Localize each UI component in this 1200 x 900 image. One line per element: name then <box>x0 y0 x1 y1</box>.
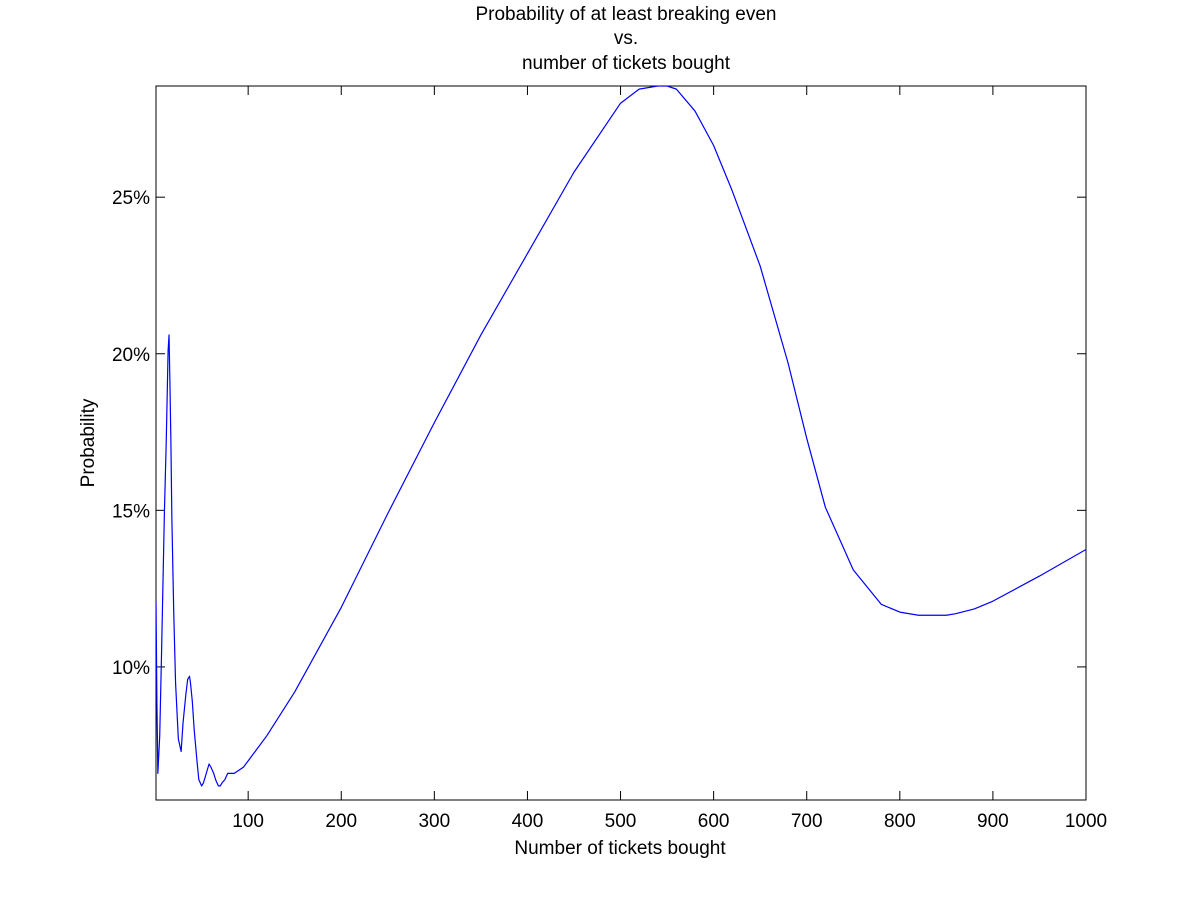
series-line <box>156 86 1086 787</box>
y-tick-label: 20% <box>112 345 150 366</box>
x-axis-ticks: 100 200 300 400 500 600 700 800 900 1000 <box>232 86 1107 832</box>
x-tick-label: 500 <box>605 811 637 832</box>
x-tick-label: 700 <box>791 811 823 832</box>
x-tick-label: 100 <box>232 811 264 832</box>
x-tick-label: 800 <box>884 811 916 832</box>
x-tick-label: 600 <box>698 811 730 832</box>
x-tick-label: 300 <box>418 811 450 832</box>
series-layer <box>156 86 1086 787</box>
y-axis-ticks: 10% 15% 20% 25% <box>112 188 1086 679</box>
x-tick-label: 1000 <box>1065 811 1107 832</box>
x-tick-label: 400 <box>512 811 544 832</box>
chart-title-line-3: number of tickets bought <box>522 53 731 74</box>
y-tick-label: 10% <box>112 658 150 679</box>
y-axis-label: Probability <box>78 398 99 487</box>
chart-title-line-2: vs. <box>614 28 638 49</box>
y-tick-label: 25% <box>112 188 150 209</box>
plot-area-frame <box>155 85 1087 801</box>
y-tick-label: 15% <box>112 501 150 522</box>
chart-title-line-1: Probability of at least breaking even <box>475 4 776 25</box>
x-tick-label: 900 <box>977 811 1009 832</box>
x-axis-label: Number of tickets bought <box>514 838 726 859</box>
x-tick-label: 200 <box>325 811 357 832</box>
